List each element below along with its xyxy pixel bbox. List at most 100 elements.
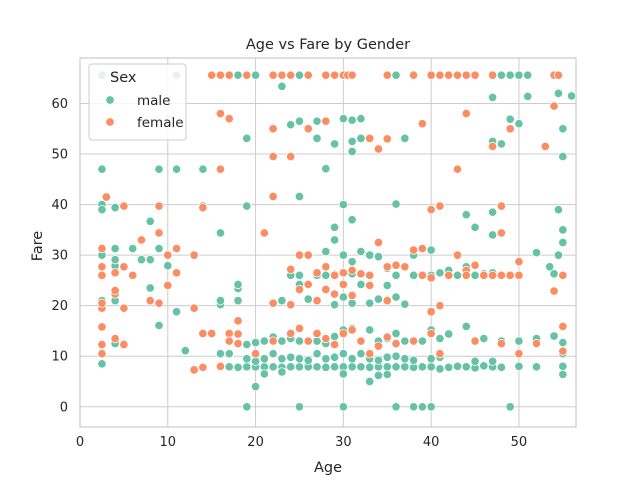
male-point <box>242 340 252 350</box>
male-point <box>242 354 252 364</box>
female-point <box>496 201 506 211</box>
male-point <box>409 270 419 280</box>
female-point <box>365 270 375 280</box>
female-point <box>409 336 419 346</box>
female-point <box>303 124 313 134</box>
female-point <box>435 349 445 359</box>
male-point <box>461 321 471 331</box>
female-point <box>444 270 454 280</box>
female-point <box>286 264 296 274</box>
male-point <box>426 245 436 255</box>
female-point <box>496 228 506 238</box>
male-point <box>553 205 564 215</box>
male-point <box>496 362 506 372</box>
female-point <box>558 321 568 331</box>
male-point <box>417 362 427 372</box>
female-point <box>553 70 564 80</box>
male-point <box>171 164 182 174</box>
male-point <box>479 361 489 371</box>
male-point <box>382 369 392 380</box>
female-point <box>382 296 392 306</box>
female-point <box>215 109 226 119</box>
male-point <box>215 349 226 359</box>
female-point <box>365 349 375 359</box>
male-point <box>110 243 120 254</box>
female-point <box>426 70 436 80</box>
y-tick-label: 30 <box>51 249 68 264</box>
female-point <box>452 70 463 80</box>
male-point <box>294 336 305 346</box>
female-point <box>233 339 243 349</box>
female-point <box>294 323 305 334</box>
female-point <box>470 260 480 270</box>
female-point <box>97 340 107 350</box>
y-tick-label: 20 <box>51 299 68 314</box>
male-point <box>330 235 340 245</box>
female-point <box>268 70 278 80</box>
male-point <box>233 70 243 80</box>
male-point <box>461 210 471 220</box>
female-point <box>321 262 331 272</box>
male-point <box>549 331 559 341</box>
legend: Sex male female <box>88 63 187 141</box>
male-point <box>531 362 542 372</box>
female-point <box>233 329 243 339</box>
male-point <box>251 338 261 348</box>
female-point <box>330 289 340 299</box>
male-point <box>268 362 278 372</box>
male-point <box>294 402 305 412</box>
female-point <box>347 325 357 335</box>
male-point <box>321 164 331 174</box>
female-point <box>303 279 313 290</box>
legend-marker-male <box>105 95 115 105</box>
female-point <box>426 328 436 339</box>
male-point <box>330 352 340 362</box>
male-point <box>277 354 287 364</box>
female-point <box>382 262 392 272</box>
male-point <box>242 201 252 211</box>
male-point <box>558 338 568 348</box>
female-point <box>198 328 208 339</box>
female-point <box>338 268 348 278</box>
female-point <box>163 250 173 260</box>
male-point <box>365 362 375 372</box>
female-point <box>531 339 542 349</box>
female-point <box>119 340 129 350</box>
male-point <box>409 402 419 412</box>
male-point <box>514 70 524 80</box>
x-tick-label: 40 <box>423 435 440 450</box>
male-point <box>294 362 305 372</box>
female-point <box>268 298 278 308</box>
female-point <box>101 192 111 202</box>
y-axis-ticks: 0 10 20 30 40 50 60 <box>51 97 68 415</box>
male-point <box>286 120 296 130</box>
female-point <box>215 361 226 371</box>
female-point <box>321 284 331 295</box>
male-point <box>400 133 410 143</box>
female-point <box>97 270 107 280</box>
male-point <box>347 257 357 267</box>
female-point <box>189 303 199 313</box>
male-point <box>545 262 555 272</box>
male-point <box>417 336 427 346</box>
x-axis-label: Age <box>314 460 342 476</box>
male-point <box>251 70 261 80</box>
x-tick-label: 50 <box>511 435 528 450</box>
female-point <box>97 322 107 332</box>
female-point <box>154 228 164 238</box>
male-point <box>391 362 401 372</box>
male-point <box>391 270 401 280</box>
female-point <box>452 164 463 174</box>
male-point <box>303 294 313 304</box>
male-point <box>303 355 313 365</box>
male-point <box>312 116 322 126</box>
female-point <box>277 70 287 80</box>
female-point <box>347 70 357 80</box>
male-point <box>514 336 524 346</box>
female-point <box>409 70 419 80</box>
male-point <box>312 336 322 346</box>
female-point <box>268 151 278 162</box>
female-point <box>356 269 366 279</box>
male-point <box>391 199 401 209</box>
y-axis-label: Fare <box>30 231 46 262</box>
